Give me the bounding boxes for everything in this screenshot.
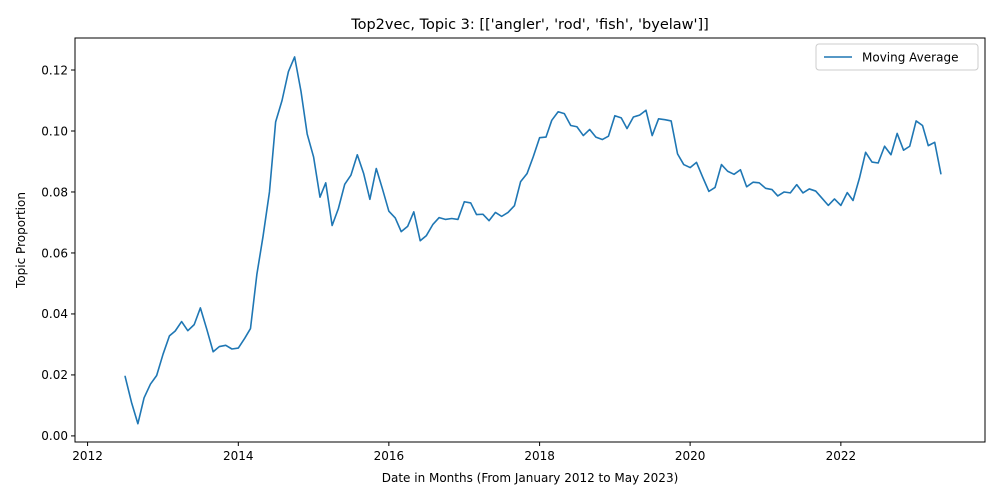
x-tick-label-2016: 2016 [374, 449, 405, 463]
chart-title: Top2vec, Topic 3: [['angler', 'rod', 'fi… [350, 17, 709, 33]
legend: Moving Average [815, 43, 979, 71]
y-tick-label-0.12: 0.12 [41, 63, 68, 77]
x-tick-label-2020: 2020 [675, 449, 706, 463]
x-tick-label-2012: 2012 [72, 449, 103, 463]
y-tick-label-0.08: 0.08 [41, 185, 68, 199]
y-tick-label-0.02: 0.02 [41, 368, 68, 382]
y-tick-label-0.06: 0.06 [41, 246, 68, 260]
legend-label-moving-average: Moving Average [862, 51, 958, 65]
ticks-layer: 2012 2014 2016 2018 2020 2022 0.00 0.02 0.04 0.06… [41, 63, 856, 463]
x-tick-label-2014: 2014 [223, 449, 254, 463]
y-tick-label-0.04: 0.04 [41, 307, 68, 321]
legend-box [815, 43, 979, 71]
y-tick-label-0.10: 0.10 [41, 124, 68, 138]
y-tick-label-0.00: 0.00 [41, 429, 68, 443]
x-tick-label-2018: 2018 [524, 449, 555, 463]
x-axis-label: Date in Months (From January 2012 to May… [382, 471, 679, 485]
series-layer [124, 56, 942, 425]
y-axis-label: Topic Proportion [14, 192, 28, 289]
x-tick-label-2022: 2022 [826, 449, 857, 463]
series-line-moving-average [124, 56, 942, 425]
plot-area-frame [74, 37, 986, 443]
